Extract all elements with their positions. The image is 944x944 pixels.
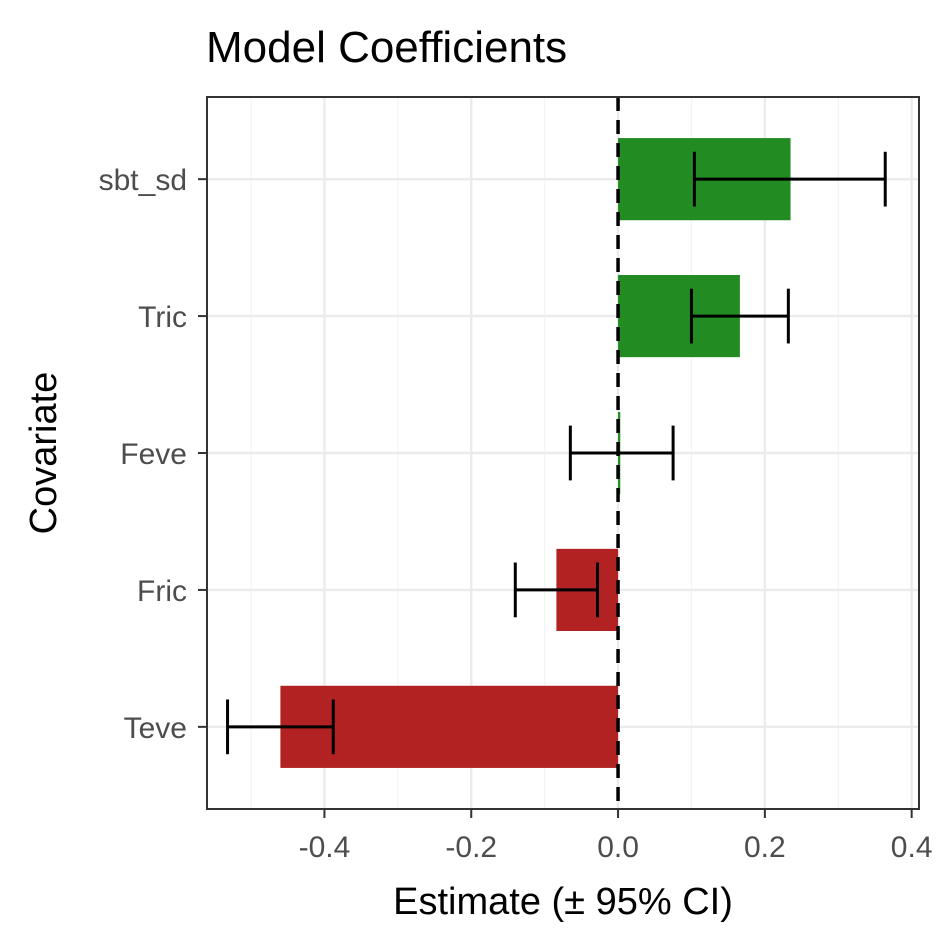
error-bars-group <box>226 151 887 755</box>
error-bar-sbt_sd <box>692 151 887 207</box>
x-tick-label: -0.2 <box>445 831 497 864</box>
x-tick-label: 0.4 <box>891 831 933 864</box>
y-tick-label: Fric <box>137 575 187 608</box>
x-tick-label: 0.2 <box>744 831 786 864</box>
error-bar-Teve <box>226 699 335 755</box>
error-bar-Fric <box>513 562 599 618</box>
y-tick-label: Feve <box>120 438 187 471</box>
bar-Teve <box>280 685 619 768</box>
error-bar-Feve <box>568 425 675 481</box>
x-axis: -0.4 -0.2 0.0 0.2 0.4 <box>299 809 933 864</box>
y-axis: sbt_sd Tric Feve Fric Teve <box>99 164 207 745</box>
x-tick-label: -0.4 <box>299 831 351 864</box>
y-tick-label: sbt_sd <box>99 164 187 197</box>
y-tick-label: Teve <box>124 712 187 745</box>
x-axis-title: Estimate (± 95% CI) <box>393 881 733 923</box>
x-tick-label: 0.0 <box>597 831 639 864</box>
y-tick-label: Tric <box>138 301 187 334</box>
chart-title: Model Coefficients <box>206 23 567 72</box>
error-bar-Tric <box>689 288 790 344</box>
y-axis-title: Covariate <box>23 372 65 535</box>
